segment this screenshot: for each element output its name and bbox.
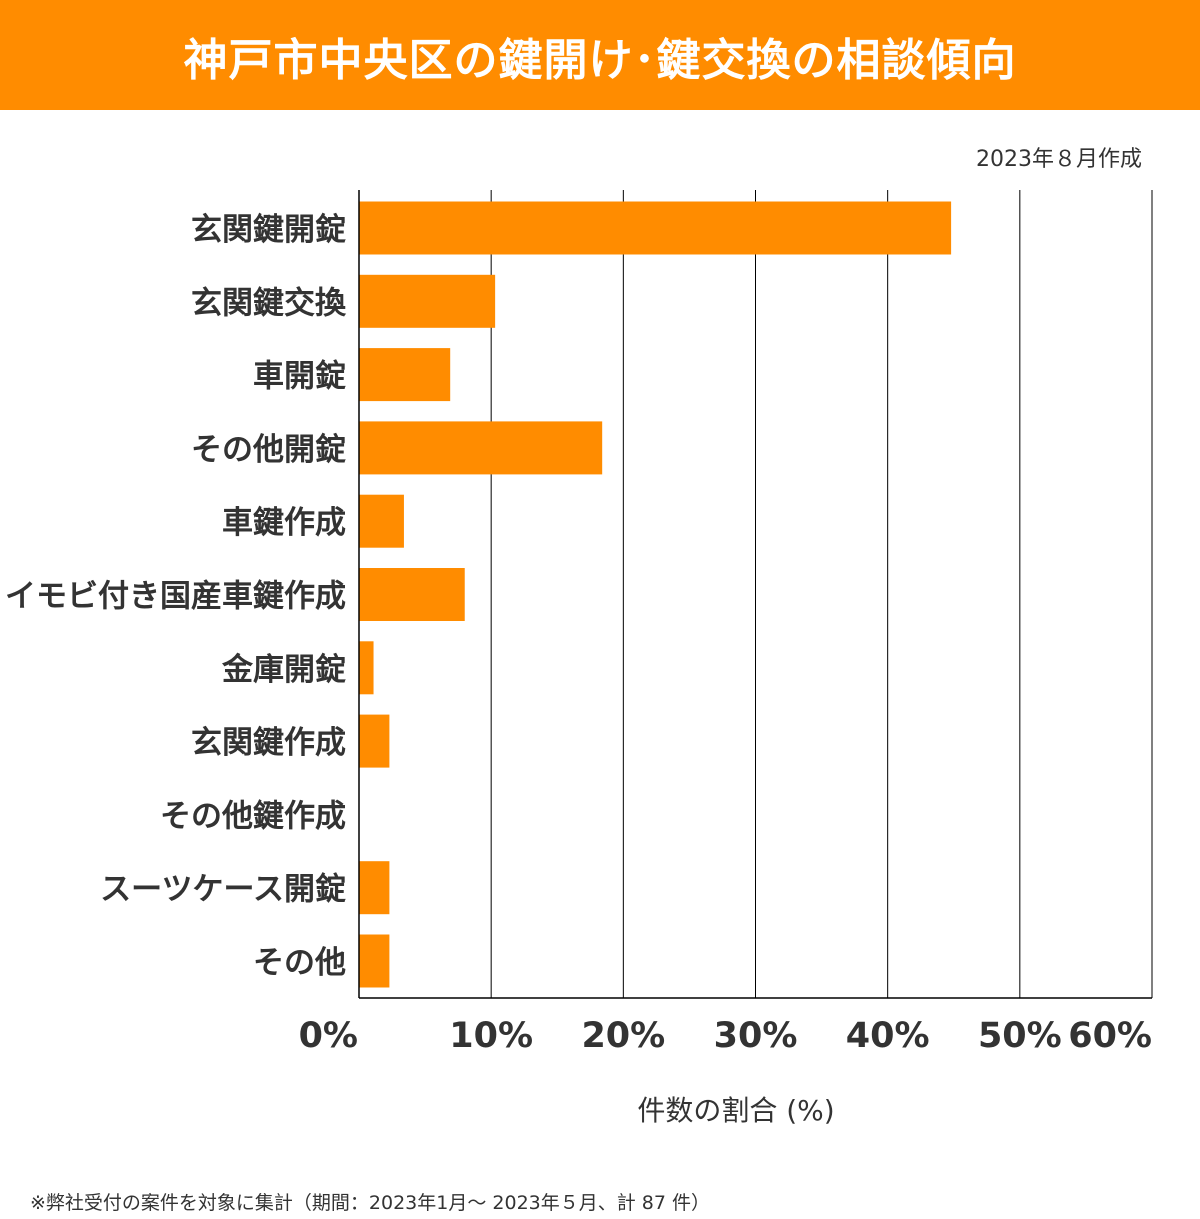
x-tick-label: 40% [846,1016,930,1056]
chart-header-banner: 神戸市中央区の鍵開け･鍵交換の相談傾向 [0,0,1200,110]
chart-title: 神戸市中央区の鍵開け･鍵交換の相談傾向 [183,35,1017,86]
category-label: 玄関鍵作成 [191,725,346,761]
bar-11 [359,934,390,988]
x-tick-label: 0% [299,1016,358,1056]
category-label: 玄関鍵交換 [191,285,347,321]
x-tick-label: 30% [714,1016,798,1056]
bar-6 [359,568,465,621]
category-label: イモビ付き国産車鍵作成 [5,579,346,615]
x-tick-label: 20% [581,1016,665,1056]
category-label: その他鍵作成 [160,798,346,834]
category-label: その他開錠 [191,432,346,468]
bar-1 [359,201,952,255]
bar-10 [359,861,390,915]
bar-8 [359,714,390,768]
bar-2 [359,274,496,328]
category-label: その他 [253,945,346,981]
bar-3 [359,348,451,402]
category-label: 車鍵作成 [222,505,346,541]
bar-7 [359,641,374,695]
category-label: 玄関鍵開錠 [191,212,346,248]
category-label: スーツケース開錠 [100,872,346,908]
bar-4 [359,421,603,475]
x-tick-label: 10% [449,1016,533,1056]
category-label: 車開錠 [253,359,346,395]
creation-date-note: 2023年８月作成 [976,147,1142,172]
footnote: ※弊社受付の案件を対象に集計（期間：2023年1月～ 2023年５月、計 87 … [30,1192,711,1214]
x-axis-title: 件数の割合 (%) [637,1094,835,1127]
x-tick-label: 60% [1068,1016,1152,1056]
x-tick-label: 50% [978,1016,1062,1056]
bar-5 [359,494,404,548]
category-label: 金庫開錠 [221,652,346,688]
